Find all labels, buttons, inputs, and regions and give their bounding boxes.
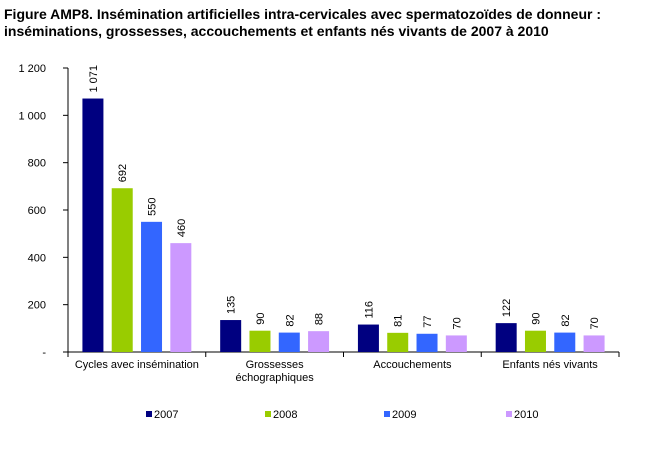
bar	[524, 330, 546, 352]
data-label: 90	[255, 312, 267, 324]
x-tick-label: Grossesses	[246, 359, 305, 371]
data-label: 90	[530, 312, 542, 324]
bar	[141, 221, 163, 352]
legend-swatch	[506, 411, 512, 417]
chart-subtitle: inséminations, grossesses, accouchements…	[4, 23, 549, 39]
bar	[170, 243, 192, 352]
bar	[357, 324, 379, 352]
data-label: 1 071	[88, 65, 100, 93]
data-label: 77	[422, 316, 434, 328]
bar	[220, 320, 242, 352]
y-tick-label: 1 200	[18, 63, 46, 75]
y-tick-label: 600	[28, 205, 46, 217]
legend-label: 2008	[273, 409, 297, 421]
x-tick-label: Enfants nés vivants	[502, 359, 598, 371]
chart-title-block: Figure AMP8. Insémination artificielles …	[4, 6, 664, 40]
x-tick-label: échographiques	[235, 372, 314, 384]
legend-label: 2009	[392, 409, 416, 421]
bar	[249, 330, 271, 352]
x-tick-label: Cycles avec insémination	[75, 359, 199, 371]
y-tick-label: 800	[28, 158, 46, 170]
bar	[445, 335, 467, 352]
bar	[416, 333, 438, 352]
y-tick-label: 200	[28, 300, 46, 312]
bar	[278, 332, 300, 352]
data-label: 82	[560, 314, 572, 326]
data-label: 692	[117, 164, 129, 182]
bar	[495, 323, 517, 352]
bar	[308, 331, 330, 352]
data-label: 116	[363, 301, 375, 319]
data-label: 88	[314, 313, 326, 325]
y-tick-label: -	[42, 347, 46, 359]
legend-label: 2010	[514, 409, 538, 421]
bar	[554, 332, 576, 352]
bar	[111, 188, 133, 352]
legend-label: 2007	[154, 409, 178, 421]
chart-title: Figure AMP8. Insémination artificielles …	[4, 6, 602, 22]
y-tick-label: 1 000	[18, 110, 46, 122]
bar	[583, 335, 605, 352]
data-label: 70	[589, 317, 601, 329]
data-label: 82	[284, 314, 296, 326]
data-label: 460	[176, 219, 188, 237]
bar	[82, 98, 104, 352]
y-tick-label: 400	[28, 252, 46, 264]
legend-swatch	[384, 411, 390, 417]
legend-swatch	[146, 411, 152, 417]
x-tick-label: Accouchements	[373, 359, 452, 371]
data-label: 550	[147, 197, 159, 215]
bar	[387, 332, 409, 352]
data-label: 70	[451, 317, 463, 329]
data-label: 122	[501, 299, 513, 317]
legend-swatch	[265, 411, 271, 417]
data-label: 135	[226, 296, 238, 314]
data-label: 81	[393, 315, 405, 327]
